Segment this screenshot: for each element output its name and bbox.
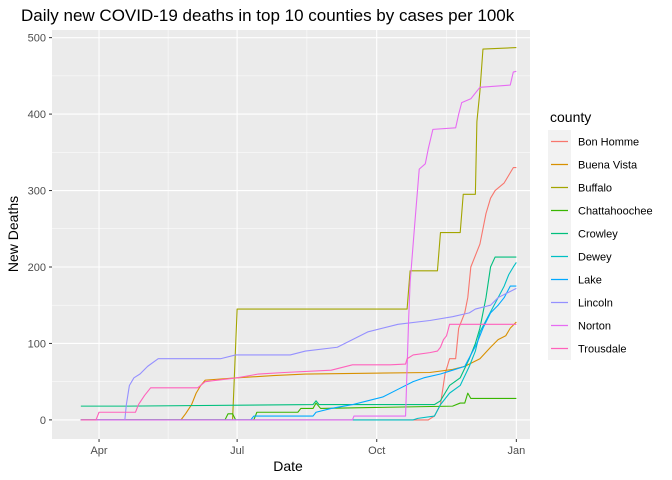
y-axis: 0 100 200 300 400 500: [28, 33, 52, 427]
x-axis: Apr Jul Oct Jan: [90, 439, 525, 457]
series-line-buena-vista: [80, 321, 517, 421]
plot-panel: [52, 30, 530, 439]
legend-label-dewey: Dewey: [578, 252, 612, 264]
series-lines: [80, 47, 517, 421]
major-gridlines: [52, 30, 530, 439]
legend-label-trousdale: Trousdale: [578, 344, 627, 356]
y-tick-label: 100: [28, 338, 46, 350]
series-line-trousdale: [80, 323, 517, 421]
legend-label-buena-vista: Buena Vista: [578, 160, 638, 172]
chart-title: Daily new COVID-19 deaths in top 10 coun…: [21, 6, 515, 25]
legend-label-lake: Lake: [578, 275, 602, 287]
legend-label-bon-homme: Bon Homme: [578, 137, 639, 149]
x-tick-label: Jul: [230, 445, 244, 457]
y-axis-title: New Deaths: [5, 196, 21, 272]
y-tick-label: 500: [28, 33, 46, 45]
minor-gridlines: [52, 30, 530, 439]
x-tick-label: Oct: [368, 445, 385, 457]
series-line-crowley: [80, 256, 517, 407]
legend-label-chattahoochee: Chattahoochee: [578, 206, 653, 218]
y-tick-label: 0: [40, 415, 46, 427]
x-axis-title: Date: [273, 458, 303, 474]
legend-label-lincoln: Lincoln: [578, 298, 613, 310]
legend: county Bon Homme Buena Vista Buffalo Chatta…: [548, 109, 653, 360]
legend-label-buffalo: Buffalo: [578, 183, 612, 195]
series-line-lake: [80, 285, 517, 421]
series-line-buffalo: [80, 47, 517, 421]
series-line-lincoln: [80, 287, 517, 421]
legend-label-crowley: Crowley: [578, 229, 618, 241]
series-line-norton: [80, 70, 517, 421]
legend-label-norton: Norton: [578, 321, 611, 333]
y-tick-label: 400: [28, 109, 46, 121]
y-tick-label: 300: [28, 186, 46, 198]
x-tick-label: Jan: [507, 445, 525, 457]
series-line-chattahoochee: [80, 392, 517, 421]
legend-title: county: [550, 109, 591, 125]
x-tick-label: Apr: [90, 445, 107, 457]
y-tick-label: 200: [28, 262, 46, 274]
series-line-dewey: [80, 262, 517, 421]
